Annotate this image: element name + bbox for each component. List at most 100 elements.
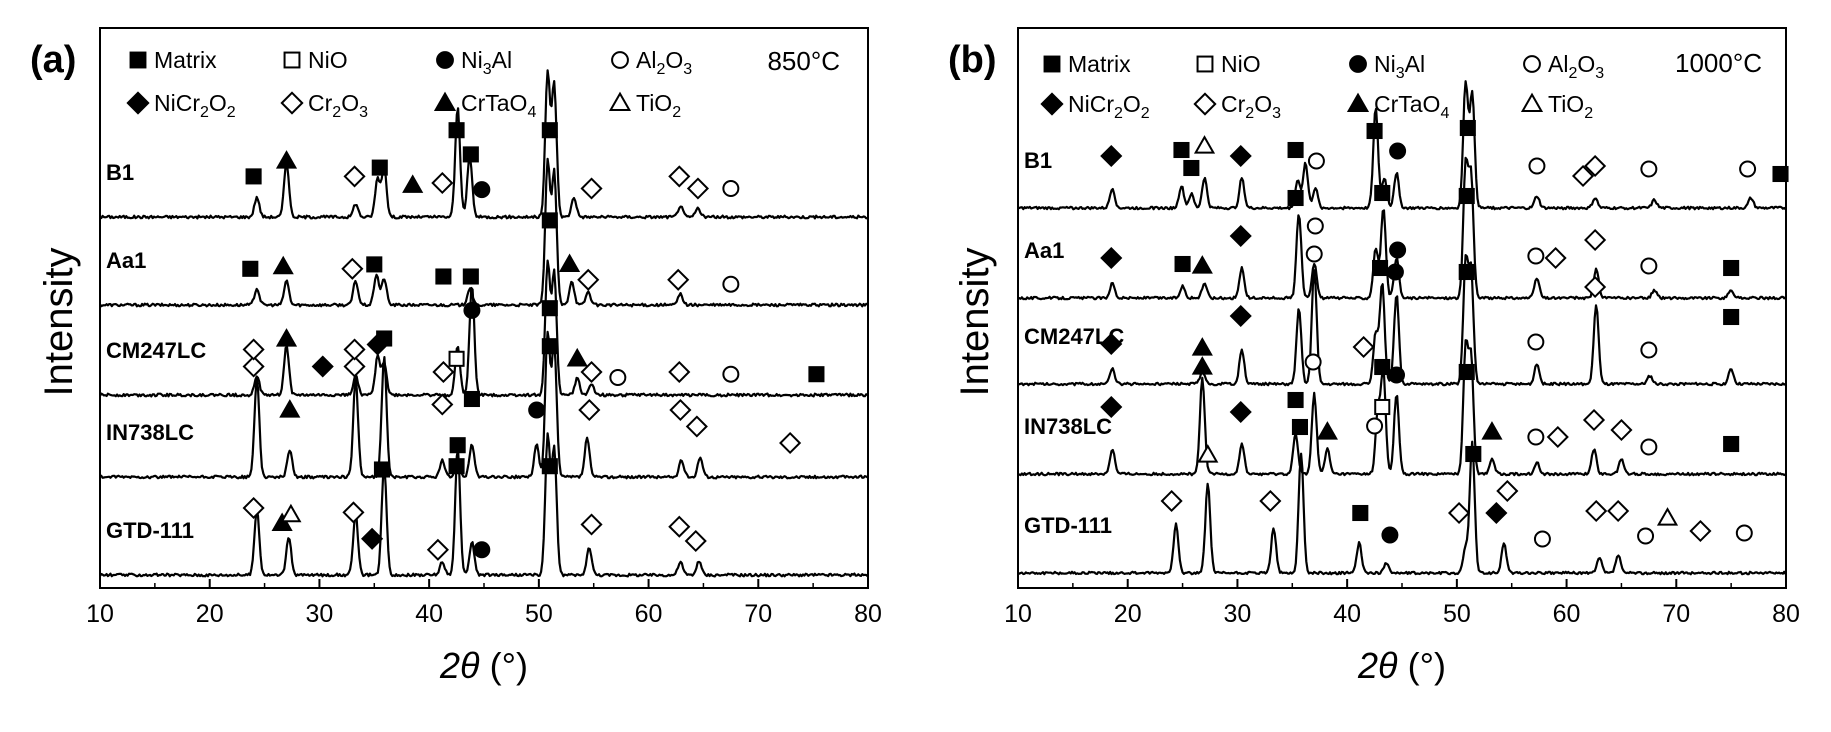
x-tick-label: 30 [306,600,334,628]
peak-marker-square-filled [1174,255,1191,273]
peak-marker-triangle-filled [1191,356,1213,375]
peak-marker-diamond-open [426,538,449,561]
legend-marker-circle-filled [436,51,454,69]
peak-marker-circle-filled [473,541,491,559]
legend-marker-diamond-open [280,91,304,115]
panel-b: (b) Intensity 10 20 30 40 50 60 70 80 2θ (°) 1000°C… [948,27,1800,686]
x-tick-label: 30 [1224,600,1252,628]
peak-marker-square-filled [1173,141,1190,159]
peak-marker-diamond-open [1259,489,1282,513]
legend-entry: CrTaO4 [461,90,536,121]
peak-marker-diamond-filled [1229,144,1252,168]
x-tick-label: 40 [415,600,443,628]
legend-marker-diamond-filled [126,91,150,115]
series-IN738LC: IN738LC [1017,339,1787,477]
peak-marker-triangle-filled [559,253,581,273]
legend-entry: TiO2 [1548,91,1593,122]
peak-marker-circle-open [1527,428,1545,446]
x-axis-label: 2θ (°) [1357,645,1446,686]
peak-marker-diamond-open [578,398,601,422]
peak-marker-diamond-filled [311,355,334,378]
x-tick-label: 50 [1443,600,1471,628]
peak-marker-circle-filled [1389,241,1407,259]
legend-marker-diamond-filled [1040,92,1064,116]
peak-marker-triangle-open [1197,444,1219,463]
series-CM247LC: CM247LC [99,259,868,398]
peak-marker-diamond-open [341,257,364,280]
peak-marker-diamond-open [1447,501,1471,525]
series-label: GTD-111 [106,518,194,543]
peak-marker-triangle-filled [1191,255,1213,274]
peak-marker-diamond-filled [1229,224,1252,248]
legend-entry: NiCr2O2 [154,90,236,121]
peak-marker-diamond-open [431,393,454,416]
xrd-trace [99,330,869,480]
x-tick-label: 10 [86,600,114,628]
peak-marker-diamond-open [580,513,603,536]
legend-entry: Matrix [154,47,217,73]
peak-marker-circle-open [1640,341,1658,359]
peak-marker-diamond-open [343,338,366,361]
x-axis-label: 2θ (°) [439,645,528,686]
legend-marker-square-open [283,51,301,69]
peak-marker-circle-open [1637,527,1655,545]
peak-marker-square-filled [242,260,259,277]
peak-marker-triangle-filled [275,328,298,347]
x-tick-label: 20 [1114,600,1142,628]
series-label: CM247LC [106,338,206,363]
peak-marker-triangle-filled [1481,421,1503,440]
legend-entry: Ni3Al [1374,51,1425,82]
peak-marker-square-filled [366,256,383,273]
series-label: B1 [106,160,134,185]
legend-marker-square-filled [129,51,147,69]
peak-marker-square-filled [1465,445,1482,463]
temperature-label: 850°C [767,46,840,76]
peak-marker-diamond-open [580,177,603,200]
peak-marker-triangle-open [280,503,302,523]
peak-marker-diamond-open [1544,246,1567,270]
peak-marker-diamond-open [343,355,366,378]
peak-marker-circle-open [1304,353,1322,371]
peak-marker-circle-filled [528,401,546,419]
peak-marker-circle-open [1366,417,1384,435]
x-tick-label: 50 [525,600,553,628]
legend-entry: NiO [308,47,348,73]
panel-a: (a) Intensity 10 20 30 40 50 60 70 80 2θ (°) 850°C M… [30,27,882,686]
peak-marker-square-filled [1374,184,1391,202]
peak-marker-triangle-filled [566,347,588,367]
x-tick-label: 80 [1772,600,1800,628]
peak-marker-square-filled [1352,504,1369,522]
legend-entry: TiO2 [636,90,681,121]
peak-marker-circle-open [1527,333,1545,351]
peak-marker-square-filled [1366,122,1383,140]
peak-marker-square-filled [1723,259,1740,277]
x-tick-label: 70 [744,600,772,628]
peak-marker-square-filled [1287,189,1304,207]
peak-marker-circle-open [1640,257,1658,275]
legend-marker-triangle-open [1520,92,1544,113]
peak-marker-square-filled [448,122,465,139]
peak-marker-diamond-open [242,338,265,361]
peak-marker-circle-open [1305,245,1323,263]
peak-marker-circle-filled [463,301,481,319]
series-label: B1 [1024,148,1052,173]
peak-marker-diamond-open [1352,335,1375,359]
peak-marker-square-open [1374,398,1391,416]
peak-marker-triangle-filled [402,174,424,193]
x-tick-label: 40 [1333,600,1361,628]
xrd-trace [1017,440,1787,576]
peak-marker-diamond-open [242,355,265,378]
peak-marker-diamond-open [580,360,603,384]
peak-marker-diamond-open [1546,425,1569,449]
legend-entry: NiCr2O2 [1068,91,1150,122]
x-tick-label: 60 [635,600,663,628]
panel-label: (b) [948,39,997,81]
peak-marker-square-filled [245,168,262,185]
peak-marker-diamond-open [1571,164,1595,188]
peak-marker-circle-open [609,369,627,386]
peak-marker-diamond-open [686,177,710,200]
peak-marker-diamond-open [342,501,365,524]
legend-entry: CrTaO4 [1374,91,1449,122]
peak-marker-square-filled [462,268,479,285]
